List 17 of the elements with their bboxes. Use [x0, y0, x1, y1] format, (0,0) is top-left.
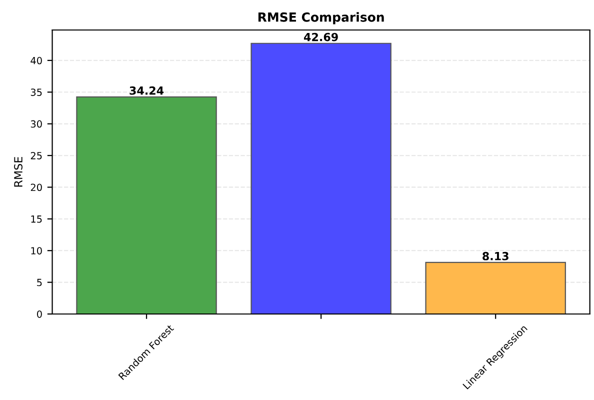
y-tick-label: 10: [31, 247, 42, 254]
chart-title: RMSE Comparison: [258, 12, 384, 24]
data-label: 8.13: [482, 252, 508, 260]
y-tick-label: 35: [30, 88, 42, 96]
y-tick-label: 20: [30, 184, 42, 192]
y-tick-label: 30: [30, 120, 42, 128]
data-label: 42.69: [304, 32, 338, 42]
y-tick-label: 5: [37, 278, 42, 286]
y-tick-label: 15: [31, 216, 42, 223]
bar: [425, 262, 566, 314]
y-tick-label: 25: [30, 152, 42, 160]
y-axis-title: RMSE: [14, 157, 22, 187]
bar: [250, 42, 392, 314]
y-tick-label: 0: [37, 310, 42, 318]
bar: [76, 96, 217, 314]
y-tick-label: 40: [30, 56, 42, 64]
data-label: 34.24: [130, 86, 164, 95]
